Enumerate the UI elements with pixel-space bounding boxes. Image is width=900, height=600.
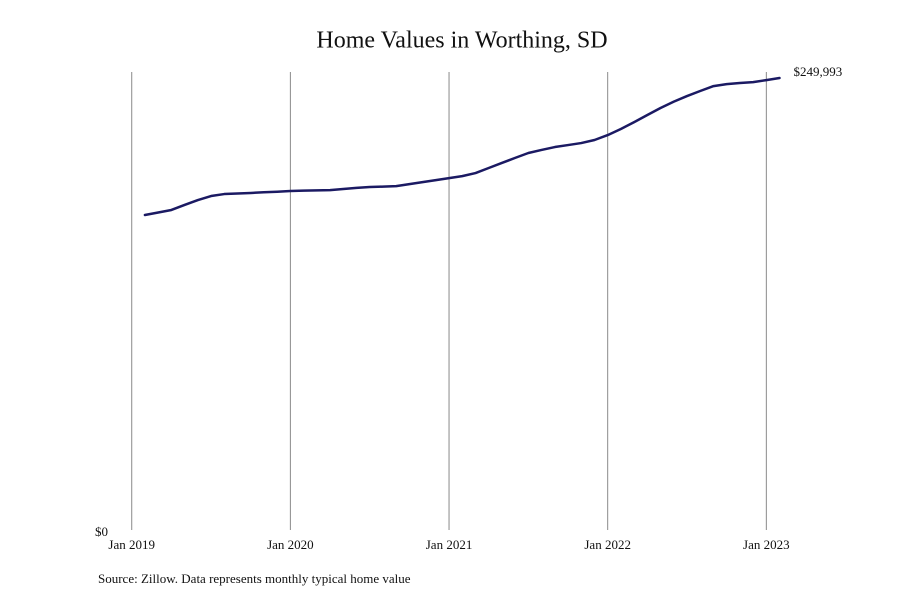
x-tick-label: Jan 2019	[108, 537, 155, 552]
chart-title: Home Values in Worthing, SD	[316, 28, 607, 54]
line	[143, 76, 781, 217]
x-tick-label: Jan 2022	[584, 537, 631, 552]
x-tick-label: Jan 2021	[426, 537, 473, 552]
x-tick-label: Jan 2023	[743, 537, 790, 552]
data-label: $249,993	[794, 64, 843, 79]
source-note: Source: Zillow. Data represents monthly …	[98, 571, 411, 586]
x-tick-label: Jan 2020	[267, 537, 314, 552]
y-tick-label: $0	[95, 524, 108, 539]
